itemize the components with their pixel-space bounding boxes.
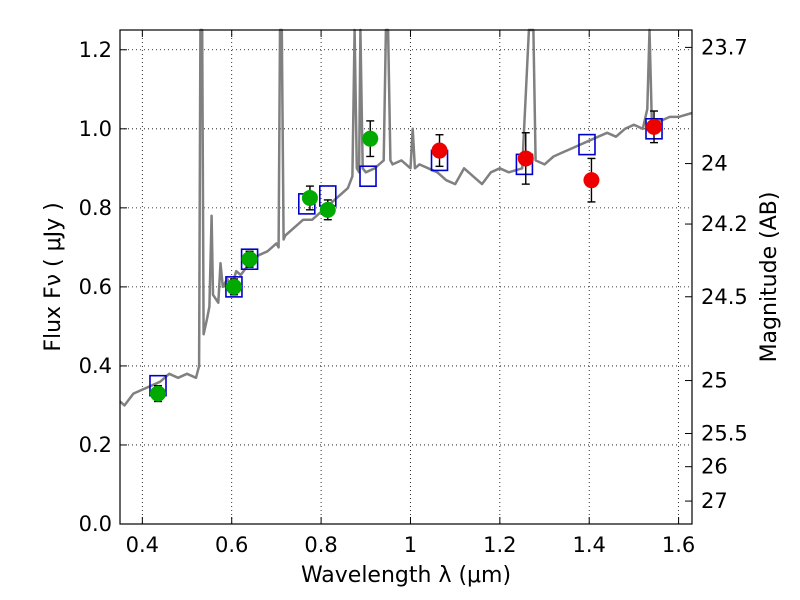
x-axis-label: Wavelength λ (μm) (301, 563, 511, 588)
data-point (149, 385, 166, 402)
y2-tick-label: 23.7 (701, 35, 748, 59)
data-point (225, 278, 242, 295)
data-point (362, 130, 379, 147)
x-tick-label: 0.4 (126, 533, 159, 557)
y-axis-label: Flux Fν ( μJy ) (41, 202, 66, 351)
data-point (517, 150, 534, 167)
y-tick-label: 1.2 (79, 38, 112, 62)
y2-tick-label: 24 (701, 152, 728, 176)
y-tick-label: 0.4 (79, 354, 112, 378)
ticks: 0.4 0.6 0.8 1 1.2 1.4 1.6 0.0 0.2 0.4 0.6 0.8 1.0 1.2… (79, 30, 748, 557)
data-point (646, 118, 663, 135)
y-tick-label: 0.6 (79, 275, 112, 299)
data-point (319, 201, 336, 218)
x-tick-label: 1.6 (662, 533, 695, 557)
x-tick-label: 1.4 (573, 533, 606, 557)
y2-tick-label: 27 (701, 489, 728, 513)
model-square-marker (578, 133, 596, 156)
y2-tick-label: 25 (701, 369, 728, 393)
data-point (241, 251, 258, 268)
data-point (431, 142, 448, 159)
y-tick-label: 1.0 (79, 117, 112, 141)
y-tick-label: 0.2 (79, 433, 112, 457)
data-point (301, 189, 318, 206)
x-tick-label: 0.6 (215, 533, 248, 557)
y2-tick-label: 24.2 (701, 212, 748, 236)
x-tick-label: 1.2 (483, 533, 516, 557)
data-point (583, 172, 600, 189)
y2-tick-label: 24.5 (701, 285, 748, 309)
x-tick-label: 1 (404, 533, 417, 557)
model-square-marker (359, 165, 377, 188)
y-tick-label: 0.8 (79, 196, 112, 220)
y2-tick-label: 25.5 (701, 421, 748, 445)
y2-axis-label: Magnitude (AB) (757, 192, 782, 363)
grid (120, 30, 692, 525)
x-tick-label: 0.8 (304, 533, 337, 557)
y2-tick-label: 26 (701, 455, 728, 479)
spectrum-line (119, 28, 693, 407)
y-tick-label: 0.0 (79, 512, 112, 536)
plot-data (119, 28, 693, 407)
plot-frame (119, 29, 693, 525)
